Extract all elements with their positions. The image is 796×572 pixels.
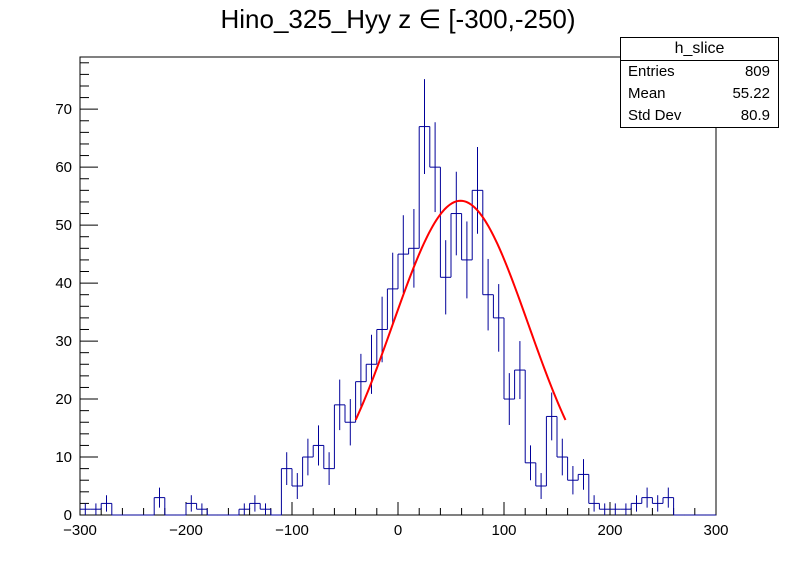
stats-label: Std Dev bbox=[628, 107, 682, 124]
y-tick-label: 50 bbox=[55, 217, 72, 234]
x-tick-label: 100 bbox=[491, 522, 516, 539]
stats-box: h_slice Entries 809 Mean 55.22 Std Dev 8… bbox=[620, 37, 779, 128]
stats-value: 55.22 bbox=[732, 85, 770, 102]
fit-curve bbox=[354, 199, 567, 421]
stats-label: Entries bbox=[628, 63, 675, 80]
y-tick-label: 10 bbox=[55, 449, 72, 466]
x-tick-label: 200 bbox=[597, 522, 622, 539]
stats-label: Mean bbox=[628, 85, 666, 102]
y-tick-label: 20 bbox=[55, 391, 72, 408]
x-tick-label: −200 bbox=[169, 522, 203, 539]
error-bars bbox=[84, 79, 669, 515]
stats-value: 80.9 bbox=[740, 107, 770, 124]
stats-row-stddev: Std Dev 80.9 bbox=[621, 105, 778, 127]
x-tick-label: −100 bbox=[275, 522, 309, 539]
x-tick-label: 300 bbox=[703, 522, 728, 539]
y-tick-label: 60 bbox=[55, 159, 72, 176]
stats-row-entries: Entries 809 bbox=[621, 61, 778, 83]
stats-value: 809 bbox=[744, 63, 770, 80]
y-tick-label: 0 bbox=[64, 507, 72, 524]
y-tick-label: 70 bbox=[55, 101, 72, 118]
y-tick-label: 30 bbox=[55, 333, 72, 350]
tick-labels: −300 −200 −100 0 100 200 300 0 10 20 30 40 50 60 70 bbox=[55, 101, 728, 539]
stats-row-mean: Mean 55.22 bbox=[621, 83, 778, 105]
y-tick-label: 40 bbox=[55, 275, 72, 292]
x-tick-label: −300 bbox=[63, 522, 97, 539]
histogram-bars bbox=[80, 126, 716, 516]
x-tick-label: 0 bbox=[394, 522, 402, 539]
stats-box-title: h_slice bbox=[621, 38, 778, 61]
chart-title: Hino_325_Hyy z ∈ [-300,-250) bbox=[220, 4, 576, 34]
gaussian-fit-line bbox=[354, 199, 567, 421]
